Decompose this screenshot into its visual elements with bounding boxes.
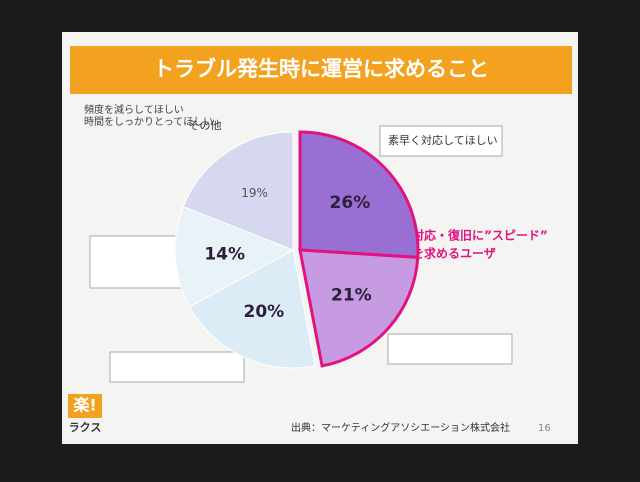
data-label: 14% [204, 244, 245, 264]
source: 出典：マーケティングアソシエーション株式会社 [291, 421, 510, 434]
data-label: 19% [241, 186, 268, 200]
category-label: その他 [189, 119, 222, 132]
annotation: 対応・復旧に”スピード” [411, 228, 548, 243]
annotation: 頻度を減らしてほしい [84, 103, 184, 116]
category-label: 素早く対応してほしい [388, 133, 498, 147]
pie-slice [174, 205, 295, 308]
logo: 楽! [72, 396, 96, 415]
callout-box [379, 125, 503, 157]
pie-slice [298, 248, 420, 368]
page-number: 16 [538, 423, 551, 434]
annotation: を求めるユーザ [412, 246, 496, 261]
annotation: 時間をしっかりとってほしい [84, 116, 213, 128]
data-label: 21% [331, 285, 372, 305]
pie-slice [298, 130, 420, 260]
logo: ラクス [69, 421, 102, 434]
callout-box [387, 333, 513, 365]
title-bar [70, 46, 572, 94]
callout-box [109, 351, 245, 383]
callout-box [89, 235, 183, 289]
data-label: 20% [244, 302, 285, 322]
chart-title: トラブル発生時に運営に求めること [153, 57, 489, 81]
logo-mark [68, 394, 102, 418]
data-label: 26% [330, 193, 371, 213]
pie-slice [188, 249, 316, 369]
pie-slice [182, 131, 294, 251]
